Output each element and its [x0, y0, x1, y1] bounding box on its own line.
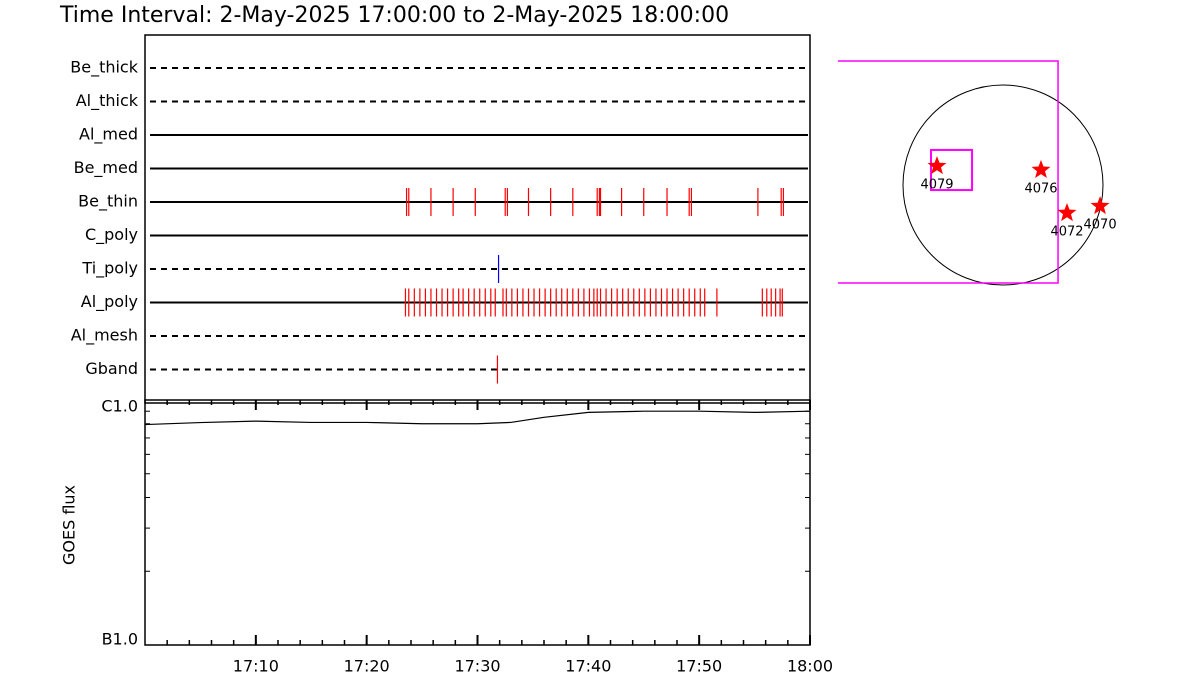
region-label: 4072	[1050, 225, 1083, 240]
active-region	[927, 156, 947, 175]
row-label: Ti_poly	[81, 259, 138, 279]
fov-outline	[837, 60, 1059, 284]
x-tick-label: 17:50	[676, 657, 722, 676]
pointing-box	[930, 148, 974, 192]
y-tick-label: B1.0	[102, 630, 138, 649]
row-label: C_poly	[85, 225, 138, 245]
x-tick-label: 17:10	[233, 657, 279, 676]
goes-line	[144, 410, 811, 426]
chart-title: Time Interval: 2-May-2025 17:00:00 to 2-…	[59, 3, 729, 28]
timeline-frame	[144, 34, 811, 404]
row-label: Al_mesh	[71, 326, 138, 346]
y-axis-label: GOES flux	[60, 485, 79, 565]
row-label: Be_thick	[70, 58, 138, 78]
region-label: 4079	[920, 178, 953, 193]
row-label: Al_med	[79, 125, 138, 145]
active-region	[1090, 196, 1110, 215]
x-tick-label: 17:20	[344, 657, 390, 676]
row-label: Al_thick	[76, 91, 139, 111]
x-tick-label: 17:30	[454, 657, 500, 676]
x-tick-label: 17:40	[565, 657, 611, 676]
row-label: Be_thin	[78, 192, 138, 212]
active-region	[1057, 203, 1077, 222]
y-tick-label: C1.0	[101, 397, 138, 416]
row-label: Gband	[85, 359, 138, 378]
x-tick-label: 18:00	[787, 657, 833, 676]
region-label: 4070	[1084, 218, 1117, 233]
row-label: Be_med	[74, 158, 138, 178]
solar-disk	[902, 84, 1104, 286]
goes-frame	[144, 399, 811, 646]
row-label: Al_poly	[81, 292, 138, 312]
region-label: 4076	[1024, 181, 1057, 196]
active-region	[1031, 159, 1051, 178]
